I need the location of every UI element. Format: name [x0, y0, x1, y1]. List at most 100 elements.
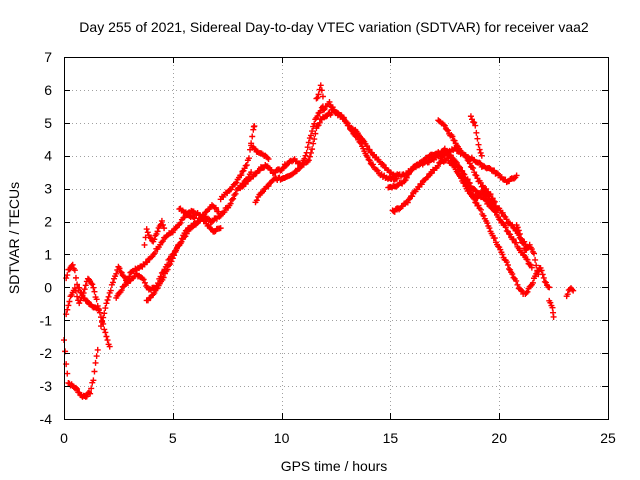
data-point [471, 119, 478, 126]
tick-labels: 0 5 10 15 20 25 -4 -3 -2 -1 0 1 2 3 4 5 6 7 [40, 49, 616, 446]
data-point [464, 157, 471, 164]
data-point [178, 235, 185, 242]
data-point [531, 250, 538, 257]
data-point [547, 299, 554, 306]
data-point [404, 199, 411, 206]
data-point [464, 176, 471, 183]
data-point [528, 246, 535, 253]
data-point [71, 267, 78, 274]
data-point [474, 135, 481, 142]
data-point [363, 143, 370, 150]
data-point [93, 296, 100, 303]
data-point [74, 293, 81, 300]
data-point [81, 286, 88, 293]
data-point [117, 268, 124, 275]
data-point [305, 157, 312, 164]
data-point [504, 261, 511, 268]
data-point [469, 164, 475, 171]
data-point [87, 390, 94, 397]
data-point [172, 249, 179, 256]
data-point [64, 272, 71, 279]
data-point [64, 306, 71, 313]
data-point [514, 281, 521, 288]
data-point [570, 287, 577, 294]
data-point [305, 139, 312, 146]
data-point [489, 195, 496, 202]
data-point [141, 241, 148, 248]
data-point [503, 216, 510, 223]
data-point [302, 152, 309, 159]
data-point [513, 172, 520, 179]
data-point [90, 377, 97, 384]
data-point [365, 156, 372, 163]
data-point [99, 317, 106, 324]
data-point [242, 181, 249, 188]
data-point [314, 113, 321, 120]
data-point [503, 259, 510, 266]
y-tick-label: 5 [44, 115, 52, 131]
data-point [76, 300, 83, 307]
data-point [72, 274, 79, 281]
y-tick-label: -4 [40, 411, 53, 427]
data-point [319, 93, 326, 100]
data-point [499, 251, 506, 258]
data-point [441, 152, 448, 159]
data-point [477, 149, 484, 156]
data-point [517, 286, 524, 293]
data-point [507, 231, 514, 238]
data-point [473, 129, 480, 136]
data-point [66, 298, 73, 305]
data-point [161, 225, 168, 232]
data-point [144, 229, 151, 236]
data-point [102, 305, 109, 312]
data-point [310, 140, 317, 147]
data-point [460, 174, 467, 181]
data-point [496, 216, 503, 223]
data-point [171, 252, 178, 259]
chart-title: Day 255 of 2021, Sidereal Day-to-day VTE… [79, 19, 589, 35]
data-point [401, 177, 408, 184]
x-tick-label: 0 [60, 430, 68, 446]
data-point [380, 161, 387, 168]
data-point [466, 186, 473, 193]
data-point [239, 183, 246, 190]
data-point [143, 226, 150, 233]
data-point [66, 266, 73, 273]
y-axis-label: SDTVAR / TECUs [6, 182, 22, 294]
data-point [141, 279, 148, 286]
data-point [453, 142, 460, 149]
data-point [228, 196, 235, 203]
data-point [473, 172, 480, 179]
data-point [541, 278, 548, 285]
data-point [312, 130, 319, 137]
data-point [440, 121, 447, 128]
data-point [160, 221, 167, 228]
data-point [513, 239, 520, 246]
data-point [265, 156, 272, 163]
data-point [146, 234, 153, 241]
data-point [94, 346, 101, 353]
data-point [83, 297, 90, 304]
data-point [307, 132, 314, 139]
data-point [528, 264, 535, 271]
data-point [231, 192, 238, 199]
data-point [326, 98, 333, 105]
data-point [452, 158, 459, 165]
data-point [251, 123, 258, 130]
data-point [245, 155, 252, 162]
x-tick-label: 10 [274, 430, 290, 446]
data-point [249, 133, 256, 140]
data-point [72, 287, 79, 294]
data-point [303, 149, 310, 156]
data-point [233, 179, 240, 186]
data-point [483, 185, 490, 192]
data-point [535, 271, 542, 278]
data-point [524, 256, 531, 263]
data-point [502, 224, 509, 231]
data-point [243, 162, 250, 169]
y-tick-label: 0 [44, 279, 52, 295]
data-point [310, 123, 317, 130]
y-tick-label: 3 [44, 181, 52, 197]
data-point [467, 113, 474, 120]
data-point [511, 175, 518, 182]
